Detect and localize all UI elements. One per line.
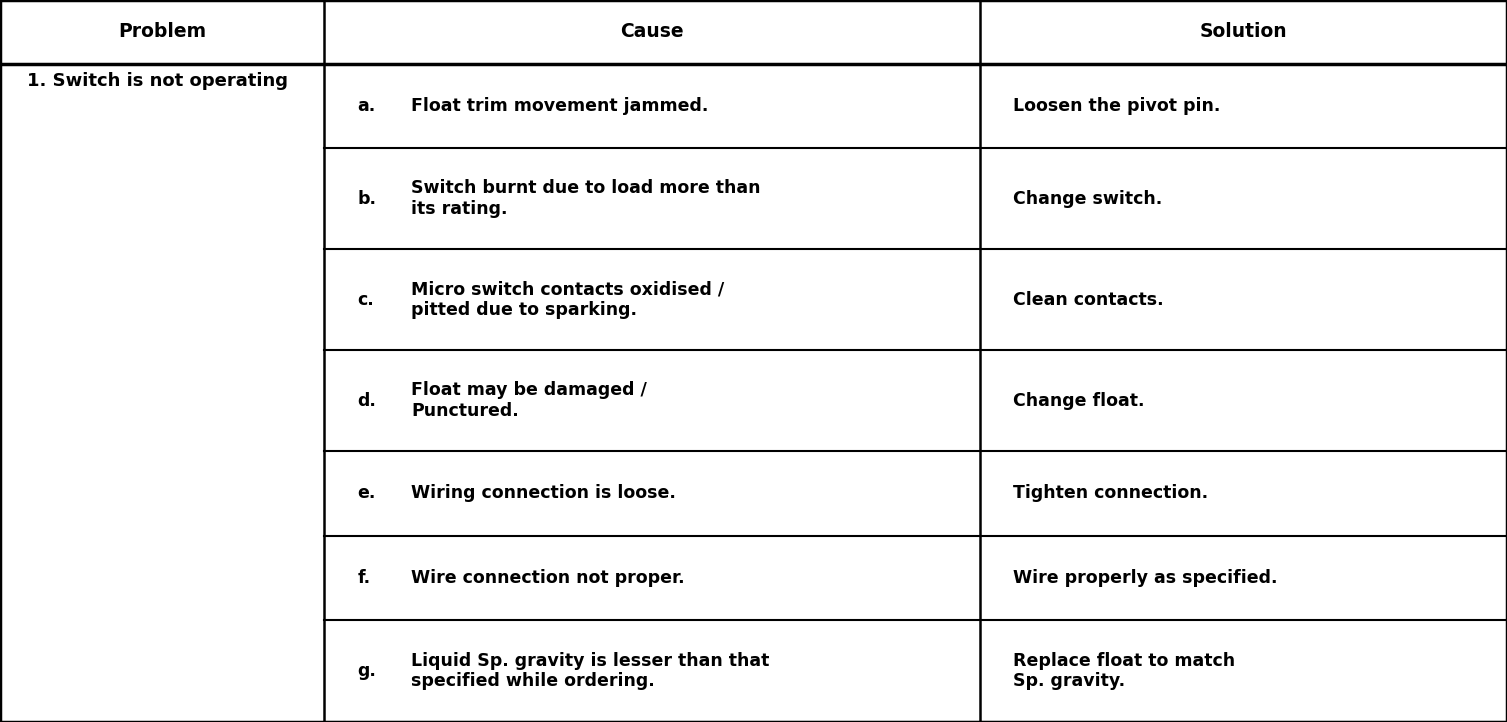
Text: Micro switch contacts oxidised /
pitted due to sparking.: Micro switch contacts oxidised / pitted … (411, 280, 725, 319)
Text: Change float.: Change float. (1013, 392, 1144, 409)
Text: a.: a. (357, 97, 375, 115)
Text: Wiring connection is loose.: Wiring connection is loose. (411, 484, 677, 503)
Text: Cause: Cause (619, 22, 684, 41)
Text: Loosen the pivot pin.: Loosen the pivot pin. (1013, 97, 1221, 115)
Text: Float trim movement jammed.: Float trim movement jammed. (411, 97, 708, 115)
Text: Tighten connection.: Tighten connection. (1013, 484, 1207, 503)
Text: 1. Switch is not operating: 1. Switch is not operating (27, 72, 288, 90)
Text: Liquid Sp. gravity is lesser than that
specified while ordering.: Liquid Sp. gravity is lesser than that s… (411, 652, 770, 690)
Text: g.: g. (357, 662, 377, 680)
Text: d.: d. (357, 392, 377, 409)
Text: Problem: Problem (118, 22, 206, 41)
Text: Solution: Solution (1200, 22, 1287, 41)
Text: Switch burnt due to load more than
its rating.: Switch burnt due to load more than its r… (411, 179, 761, 218)
Text: Clean contacts.: Clean contacts. (1013, 291, 1163, 308)
Text: c.: c. (357, 291, 374, 308)
Text: Float may be damaged /
Punctured.: Float may be damaged / Punctured. (411, 381, 648, 420)
Text: Replace float to match
Sp. gravity.: Replace float to match Sp. gravity. (1013, 652, 1234, 690)
Text: e.: e. (357, 484, 375, 503)
Text: Change switch.: Change switch. (1013, 190, 1162, 207)
Text: Wire properly as specified.: Wire properly as specified. (1013, 569, 1278, 587)
Text: f.: f. (357, 569, 371, 587)
Text: Wire connection not proper.: Wire connection not proper. (411, 569, 686, 587)
Text: b.: b. (357, 190, 377, 207)
